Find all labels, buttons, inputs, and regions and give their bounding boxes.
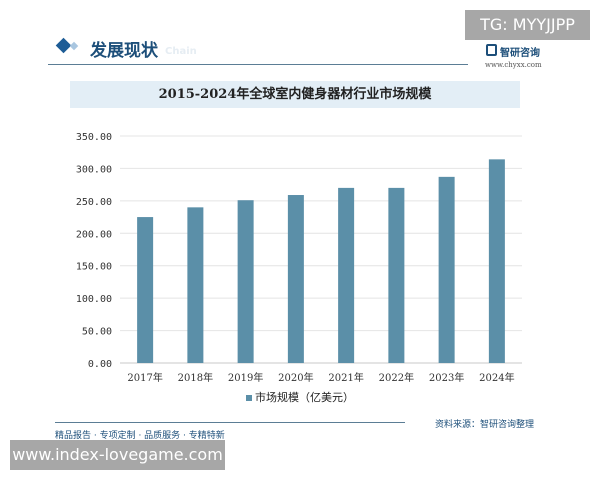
- x-tick-label: 2017年: [127, 371, 162, 384]
- y-tick-label: 200.00: [76, 229, 112, 240]
- legend: 市场规模（亿美元）: [246, 389, 354, 405]
- logo-icon: [486, 44, 497, 56]
- bar: [237, 200, 254, 363]
- x-tick-label: 2020年: [278, 371, 313, 384]
- bar: [388, 187, 405, 363]
- x-tick-label: 2021年: [328, 371, 363, 384]
- footer-divider: [55, 422, 405, 423]
- logo-url: www.chyxx.com: [485, 61, 542, 69]
- slogan: 精品报告 · 专项定制 · 品质服务 · 专精特新: [55, 431, 225, 441]
- y-tick-label: 150.00: [76, 262, 112, 273]
- header-divider: [48, 64, 468, 65]
- x-tick-label: 2022年: [379, 371, 414, 384]
- bar: [187, 207, 204, 363]
- bar: [287, 195, 304, 363]
- bar: [488, 159, 505, 363]
- section-title: 发展现状: [90, 41, 158, 61]
- bar: [438, 176, 455, 363]
- x-tick-label: 2024年: [479, 371, 514, 384]
- legend-swatch: [246, 395, 252, 401]
- logo-text: 智研咨询: [500, 48, 540, 59]
- y-tick-label: 300.00: [76, 164, 112, 175]
- site-overlay: www.index-lovegame.com: [10, 440, 225, 470]
- y-tick-label: 50.00: [82, 327, 112, 338]
- source-note: 资料来源：智研咨询整理: [435, 420, 535, 430]
- chart-title: 2015-2024年全球室内健身器材行业市场规模: [158, 87, 432, 102]
- y-tick-label: 0.00: [88, 359, 112, 370]
- y-tick-label: 250.00: [76, 197, 112, 208]
- x-tick-label: 2023年: [429, 371, 464, 384]
- bar: [137, 217, 154, 363]
- tg-overlay: TG: MYYJJPP: [465, 10, 590, 40]
- legend-label: 市场规模（亿美元）: [255, 391, 354, 404]
- title-band: [70, 81, 520, 108]
- x-tick-label: 2018年: [178, 371, 213, 384]
- watermark-word: Chain: [165, 46, 197, 57]
- y-tick-label: 100.00: [76, 294, 112, 305]
- y-tick-label: 350.00: [76, 132, 112, 143]
- x-tick-label: 2019年: [228, 371, 263, 384]
- bar: [338, 187, 355, 363]
